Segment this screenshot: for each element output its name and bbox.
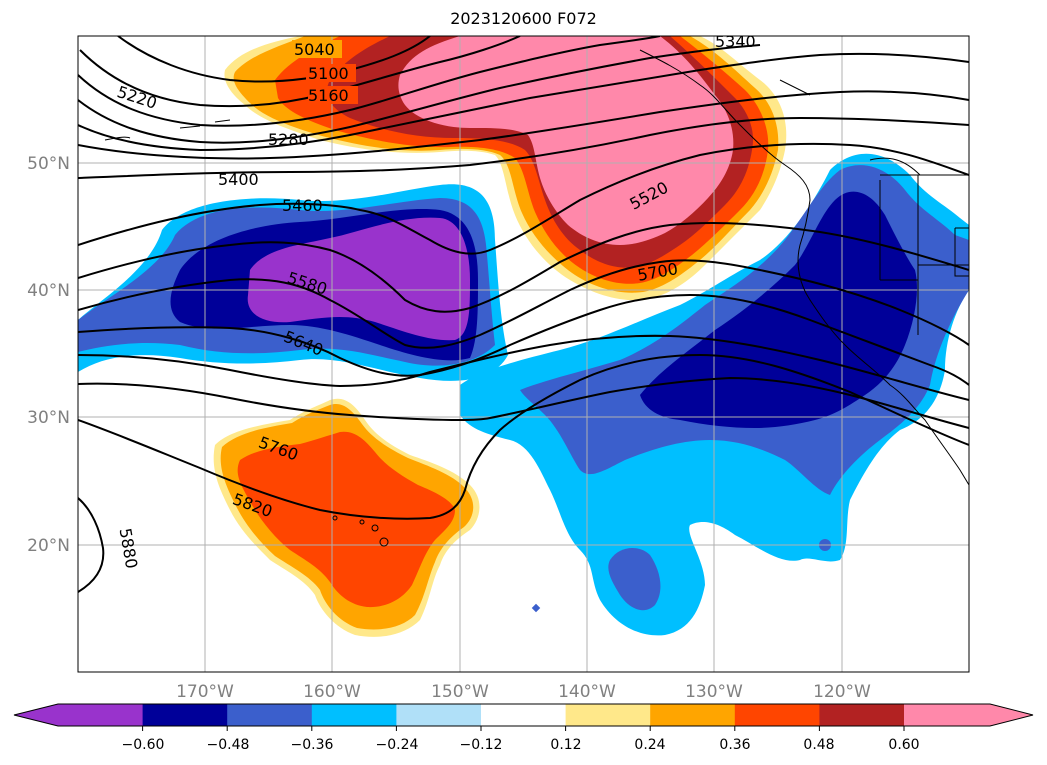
colorbar-outline	[13, 703, 1034, 727]
colorbar-tick-label-7: 0.36	[719, 737, 750, 753]
colorbar-segment-3	[311, 704, 397, 726]
colorbar-segment-8	[734, 704, 820, 726]
graticule	[78, 36, 969, 672]
height-contours	[78, 36, 969, 593]
contour-label-5400: 5400	[218, 170, 259, 189]
colorbar-segment-5	[481, 704, 567, 726]
colorbar-tick-label-9: 0.60	[888, 737, 919, 753]
colorbar-segment-0	[58, 704, 144, 726]
colorbar-tick-label-6: 0.24	[634, 737, 665, 753]
lat-label-20n: 20°N	[27, 536, 70, 556]
longitude-labels: 170°W 160°W 150°W 140°W 130°W 120°W	[176, 682, 871, 702]
colorbar-tick-labels: −0.60 −0.48 −0.36 −0.24 −0.12 0.12 0.24 …	[122, 737, 920, 753]
latitude-labels: 50°N 40°N 30°N 20°N	[27, 154, 70, 556]
colorbar-segments	[58, 704, 990, 726]
coastlines	[104, 49, 969, 547]
contour-label-5280: 5280	[268, 130, 309, 149]
lon-label-170w: 170°W	[176, 682, 234, 702]
colorbar-segment-6	[565, 704, 651, 726]
colorbar-tick-label-3: −0.24	[376, 737, 419, 753]
colorbar-tick-label-8: 0.48	[803, 737, 834, 753]
colorbar-extend-low	[14, 704, 58, 726]
contour-label-5160: 5160	[308, 86, 349, 105]
colorbar-segment-7	[650, 704, 736, 726]
colorbar-tick-label-5: 0.12	[550, 737, 581, 753]
map-frame	[77, 35, 970, 673]
colorbar-tick-label-0: −0.60	[122, 737, 165, 753]
lat-label-40n: 40°N	[27, 281, 70, 301]
map-title: 2023120600 F072	[450, 9, 597, 28]
colorbar: −0.60 −0.48 −0.36 −0.24 −0.12 0.12 0.24 …	[13, 703, 1034, 753]
lon-label-150w: 150°W	[431, 682, 489, 702]
colorbar-segment-2	[227, 704, 313, 726]
lat-label-30n: 30°N	[27, 408, 70, 428]
contour-label-5100: 5100	[308, 64, 349, 83]
positive-anomaly-shading	[213, 36, 787, 637]
colorbar-tick-label-2: −0.36	[291, 737, 334, 753]
colorbar-segment-10	[904, 704, 990, 726]
colorbar-segment-4	[396, 704, 482, 726]
colorbar-segment-1	[142, 704, 228, 726]
contour-label-5040: 5040	[294, 40, 335, 59]
map-plot-area: 5040 5100 5160 5220 5280 5340 5400 5460 …	[78, 32, 969, 672]
colorbar-tick-label-4: −0.12	[460, 737, 503, 753]
lon-label-140w: 140°W	[558, 682, 616, 702]
contour-label-5460: 5460	[282, 196, 323, 215]
lon-label-120w: 120°W	[813, 682, 871, 702]
lon-label-130w: 130°W	[685, 682, 743, 702]
colorbar-tick-label-1: −0.48	[207, 737, 250, 753]
colorbar-ticks	[142, 726, 905, 731]
colorbar-extend-high	[990, 704, 1033, 726]
contour-label-5340: 5340	[715, 32, 756, 51]
lon-label-160w: 160°W	[303, 682, 361, 702]
lat-label-50n: 50°N	[27, 154, 70, 174]
colorbar-segment-9	[819, 704, 905, 726]
